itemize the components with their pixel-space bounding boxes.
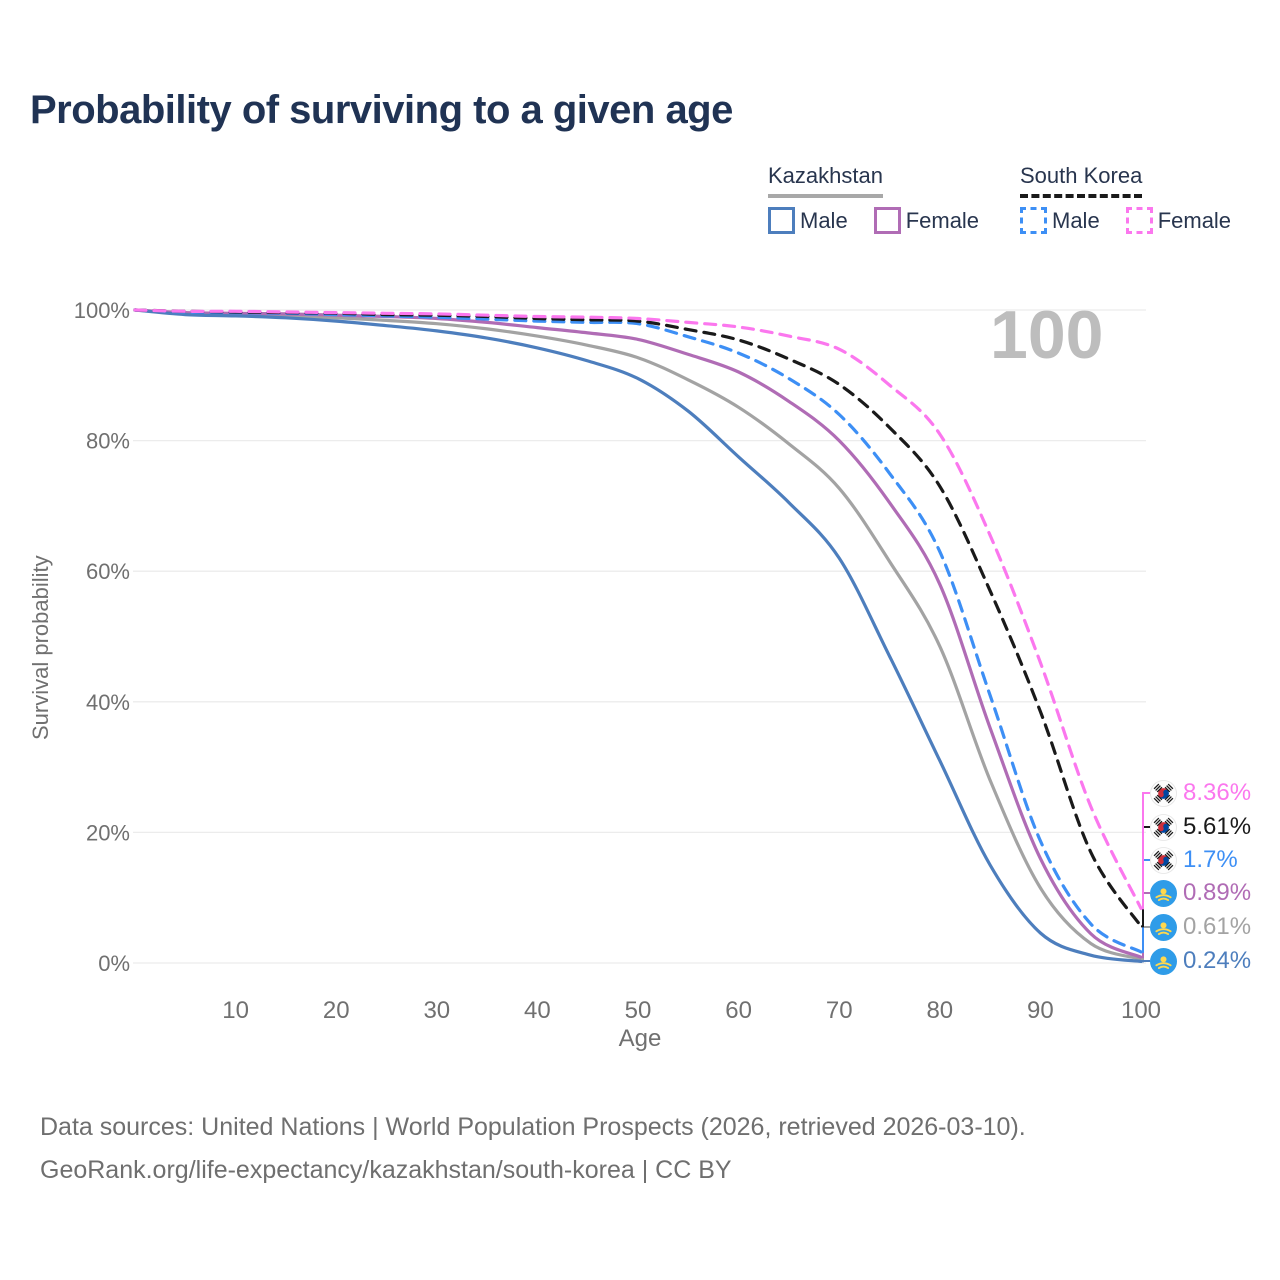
x-tick-60: 60 [725, 997, 752, 1024]
x-tick-20: 20 [323, 997, 350, 1024]
y-tick-40%: 40% [86, 690, 130, 715]
x-tick-100: 100 [1121, 997, 1161, 1024]
kazakhstan-flag-icon [1150, 913, 1177, 941]
end-label-kazakhstan-male: 0.24% [1150, 947, 1251, 975]
y-tick-100%: 100% [74, 298, 130, 323]
x-tick-10: 10 [222, 997, 249, 1024]
legend-item-label: Female [1157, 207, 1232, 233]
series-line-south-korea-female[interactable] [133, 308, 1143, 910]
kazakhstan-male-swatch-icon [768, 207, 795, 234]
x-tick-70: 70 [826, 997, 853, 1024]
y-tick-20%: 20% [86, 820, 130, 845]
south-korea-flag-icon [1150, 779, 1177, 807]
end-label-value: 5.61% [1183, 813, 1252, 840]
legend-item-south-korea-female[interactable]: Female [1125, 207, 1232, 234]
series-line-kazakhstan-both[interactable] [133, 308, 1143, 961]
legend-country-kazakhstan[interactable]: Kazakhstan [768, 163, 883, 198]
end-label-kazakhstan-both: 0.61% [1150, 913, 1251, 941]
south-korea-flag-icon [1150, 813, 1177, 841]
end-label-value: 1.7% [1183, 846, 1238, 873]
x-axis-title: Age [618, 1025, 662, 1052]
end-label-kazakhstan-female: 0.89% [1150, 879, 1251, 907]
legend-item-south-korea-male[interactable]: Male [1020, 207, 1100, 234]
kazakhstan-female-swatch-icon [873, 207, 901, 234]
south-korea-flag-icon [1150, 846, 1177, 874]
series-line-kazakhstan-male[interactable] [133, 308, 1143, 963]
end-label-value: 0.61% [1183, 913, 1252, 940]
x-tick-40: 40 [524, 997, 551, 1024]
x-tick-90: 90 [1027, 997, 1054, 1024]
legend-item-kazakhstan-male[interactable]: Male [768, 207, 848, 234]
south-korea-female-swatch-icon [1125, 207, 1153, 234]
page-title: Probability of surviving to a given age [30, 88, 733, 132]
legend-country-south-korea[interactable]: South Korea [1020, 163, 1143, 198]
south-korea-male-swatch-icon [1020, 207, 1047, 234]
legend-item-kazakhstan-female[interactable]: Female [873, 207, 980, 234]
legend-item-label: Male [1052, 207, 1100, 233]
series-line-south-korea-male[interactable] [133, 308, 1143, 954]
series-line-south-korea-both[interactable] [133, 308, 1143, 928]
x-tick-50: 50 [625, 997, 652, 1024]
end-label-south-korea-both: 5.61% [1150, 813, 1251, 841]
legend-group-south-korea: South Korea Male Female [1020, 163, 1231, 234]
x-tick-80: 80 [926, 997, 953, 1024]
end-label-value: 0.89% [1183, 879, 1252, 906]
kazakhstan-flag-icon [1150, 879, 1177, 907]
legend-item-label: Male [800, 207, 848, 233]
end-label-value: 8.36% [1183, 779, 1252, 806]
source-link-text[interactable]: GeoRank.org/life-expectancy/kazakhstan/s… [40, 1156, 732, 1184]
data-sources-text: Data sources: United Nations | World Pop… [40, 1113, 1026, 1141]
end-label-south-korea-female: 8.36% [1150, 779, 1251, 807]
end-label-value: 0.24% [1183, 947, 1252, 974]
legend-item-label: Female [905, 207, 980, 233]
y-tick-80%: 80% [86, 429, 130, 454]
y-axis-title: Survival probability [28, 555, 53, 740]
footer: Data sources: United Nations | World Pop… [40, 1106, 1026, 1192]
end-label-connector-south-korea-female [1141, 792, 1150, 910]
y-tick-0%: 0% [98, 951, 130, 976]
end-label-south-korea-male: 1.7% [1150, 846, 1238, 874]
series-line-kazakhstan-female[interactable] [133, 308, 1143, 959]
x-tick-30: 30 [423, 997, 450, 1024]
kazakhstan-flag-icon [1150, 947, 1177, 975]
y-tick-60%: 60% [86, 559, 130, 584]
legend-group-kazakhstan: Kazakhstan Male Female [768, 163, 979, 234]
